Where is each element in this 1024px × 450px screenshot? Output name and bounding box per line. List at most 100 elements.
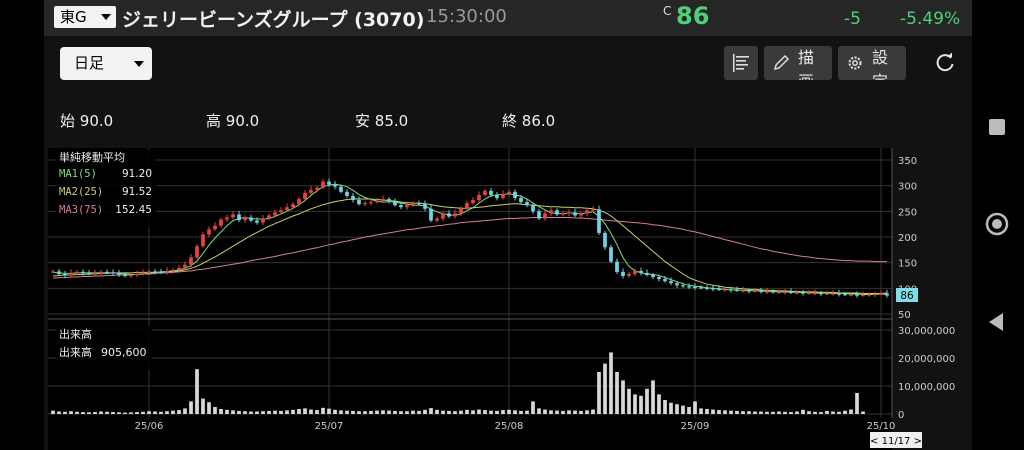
candle-body [561,213,565,215]
volume-bar [501,410,505,414]
indicator-list-button[interactable] [724,46,758,80]
candle-body [387,199,391,202]
candle-body [159,271,163,274]
period-label: 日足 [74,54,105,72]
header-bar: 東G ジェリービーンズグループ (3070) 15:30:00 C 86 -5 … [44,0,972,36]
volume-bar [717,410,721,414]
volume-bar [453,411,457,414]
cursor-date-label: < 11/17 > [870,436,922,447]
candle-body [417,203,421,205]
candle-body [801,292,805,294]
volume-bar [465,409,469,414]
candle-body [369,202,373,204]
volume-bar [363,411,367,414]
price-chart[interactable]: 3503002502001501005025/0625/0725/0825/09… [44,148,972,450]
candle-body [471,200,475,204]
volume-bar [393,410,397,414]
candle-body [819,292,823,295]
volume-bar [141,411,145,414]
refresh-icon[interactable] [934,52,956,74]
volume-bar [345,410,349,414]
low-value: 85.0 [374,112,409,130]
ma2-line [52,198,888,294]
volume-bar [423,409,427,414]
volume-bar [663,400,667,414]
candle-body [507,191,511,194]
exchange-dropdown[interactable]: 東G [54,6,116,28]
candle-body [501,193,505,198]
candle-body [675,283,679,286]
candle-body [123,274,127,277]
volume-bar [291,409,295,414]
volume-bar [429,408,433,414]
volume-bar [105,411,109,414]
volume-bar [297,408,301,414]
volume-bar [771,411,775,414]
candle-body [879,293,883,295]
candle-body [93,273,97,275]
date-tick-label: 25/08 [495,421,524,432]
candle-body [231,214,235,218]
volume-bar [411,410,415,414]
volume-bars [51,352,865,414]
candle-body [717,288,721,291]
volume-bar [267,410,271,414]
period-dropdown[interactable]: 日足 [60,47,152,80]
candle-body [555,210,559,215]
cursor-date-tag[interactable]: < 11/17 > [870,432,922,448]
settings-label: 設定 [872,48,895,80]
volume-bar [237,410,241,414]
volume-bar [573,410,577,414]
volume-bar [333,409,337,414]
date-tick-label: 25/10 [867,421,896,432]
recent-apps-icon[interactable] [989,119,1005,135]
candle-body [867,294,871,296]
volume-bar [159,411,163,414]
price-tick-label: 150 [898,259,917,270]
ma-legend-title: 単純移動平均 [59,150,125,164]
volume-bar [819,412,823,414]
candle-body [69,272,73,276]
volume-bar [351,410,355,414]
volume-bar [651,380,655,414]
candle-body [315,187,319,190]
candle-body [549,210,553,214]
close-label: 終 [502,112,518,130]
open-label: 始 [60,112,76,130]
volume-bar [759,411,763,414]
candle-body [327,181,331,185]
candle-body [147,271,151,273]
draw-button[interactable]: 描画 [764,46,832,80]
candle-body [435,218,439,221]
candle-body [633,270,637,274]
candle-body [249,217,253,221]
volume-bar [387,410,391,414]
volume-legend-box [56,326,152,370]
candle-body [489,190,493,195]
ma-legend: 単純移動平均 MA1(5) 91.20 MA2(25) 91.52 MA3(75… [56,150,156,228]
candle-body [609,247,613,262]
volume-bar [831,411,835,414]
volume-tick-label: 30,000,000 [898,326,955,337]
candle-body [711,288,715,290]
home-icon[interactable] [985,212,1009,236]
settings-button[interactable]: 設定 [838,46,906,80]
candle-body [825,293,829,295]
price-tick-label: 50 [898,310,911,321]
candle-body [477,194,481,201]
system-navigation-bar [972,0,1024,450]
volume-bar [711,409,715,414]
volume-bar [639,395,643,414]
bars-list-icon [733,54,749,72]
volume-bar [57,411,61,414]
back-icon[interactable] [989,313,1003,331]
candle-body [753,290,757,293]
candle-body [429,208,433,221]
candle-body [51,271,55,273]
candle-body [441,213,445,219]
candle-body [357,200,361,205]
volume-bar [483,410,487,414]
candle-body [381,199,385,202]
candle-body [219,219,223,226]
candle-body [261,218,265,223]
